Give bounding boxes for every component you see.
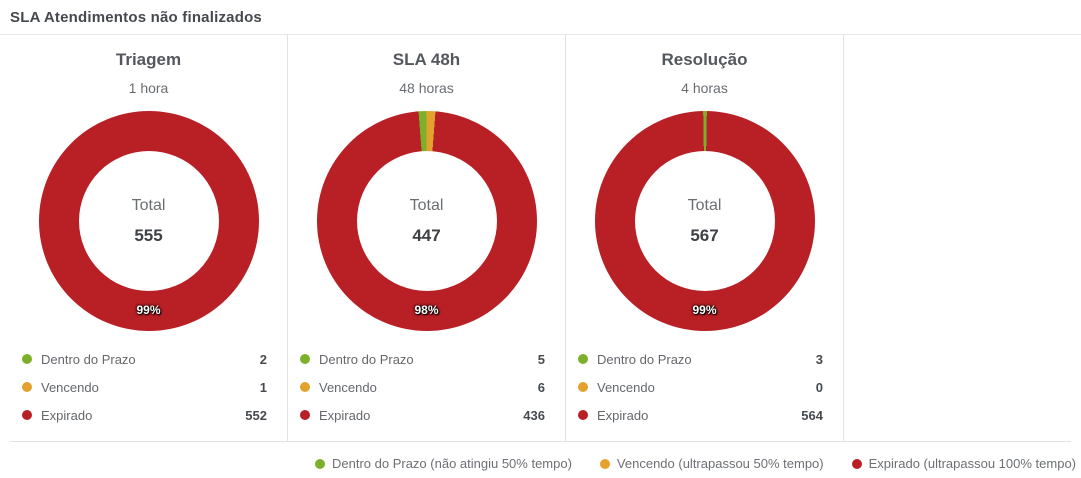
orange-dot-icon <box>599 458 610 469</box>
legend-row-dentro: Dentro do Prazo 3 <box>578 345 823 373</box>
panel-subtitle: 1 hora <box>128 80 169 96</box>
total-value: 447 <box>412 225 441 245</box>
panel-legend: Dentro do Prazo 2 Vencendo 1 Expirado 55… <box>22 345 267 429</box>
panel-title: Resolução <box>661 50 748 69</box>
legend-label: Dentro do Prazo <box>319 351 414 367</box>
legend-row-expirado: Expirado 436 <box>300 401 545 429</box>
panel-sla-48h: SLA 48h 48 horas Total 447 98% Dentro do… <box>288 35 566 441</box>
donut-center: Total 567 <box>634 151 775 291</box>
legend-value: 552 <box>245 407 267 423</box>
orange-dot-icon <box>22 382 32 392</box>
total-value: 567 <box>690 225 719 245</box>
legend-label: Expirado <box>319 407 371 423</box>
legend-label: Expirado <box>597 407 649 423</box>
green-dot-icon <box>578 354 588 364</box>
global-legend: Dentro do Prazo (não atingiu 50% tempo) … <box>0 442 1081 471</box>
sla-panels: Triagem 1 hora Total 555 99% Dentro do P… <box>10 35 1081 441</box>
legend-row-vencendo: Vencendo 1 <box>22 373 267 401</box>
legend-label: Vencendo <box>597 379 655 395</box>
red-dot-icon <box>300 410 310 420</box>
global-legend-item-vencendo: Vencendo (ultrapassou 50% tempo) <box>599 456 824 471</box>
global-legend-label: Expirado (ultrapassou 100% tempo) <box>868 456 1076 471</box>
header-divider <box>0 34 1081 35</box>
donut-center: Total 555 <box>78 151 219 291</box>
panel-legend: Dentro do Prazo 5 Vencendo 6 Expirado 43… <box>300 345 545 429</box>
red-dot-icon <box>578 410 588 420</box>
legend-value: 3 <box>815 351 823 367</box>
green-dot-icon <box>22 354 32 364</box>
global-legend-label: Dentro do Prazo (não atingiu 50% tempo) <box>332 456 572 471</box>
total-label: Total <box>131 196 166 214</box>
legend-label: Expirado <box>41 407 93 423</box>
legend-label: Dentro do Prazo <box>597 351 692 367</box>
legend-value: 0 <box>815 379 823 395</box>
panel-resolucao: Resolução 4 horas Total 567 99% Dentro d… <box>566 35 844 441</box>
page-header: SLA Atendimentos não finalizados <box>0 0 1081 34</box>
panel-subtitle: 4 horas <box>681 80 728 96</box>
legend-value: 5 <box>537 351 545 367</box>
panel-triagem: Triagem 1 hora Total 555 99% Dentro do P… <box>10 35 288 441</box>
legend-value: 6 <box>537 379 545 395</box>
donut-chart-triagem: Total 555 99% <box>38 111 259 331</box>
global-legend-item-dentro: Dentro do Prazo (não atingiu 50% tempo) <box>315 456 572 471</box>
legend-label: Dentro do Prazo <box>41 351 136 367</box>
panel-title: SLA 48h <box>392 50 461 69</box>
legend-value: 2 <box>259 351 267 367</box>
legend-value: 1 <box>259 379 267 395</box>
global-legend-label: Vencendo (ultrapassou 50% tempo) <box>616 456 824 471</box>
expired-percent-label: 98% <box>414 303 439 317</box>
panel-subtitle: 48 horas <box>399 80 454 96</box>
legend-row-vencendo: Vencendo 0 <box>578 373 823 401</box>
legend-label: Vencendo <box>319 379 377 395</box>
panel-legend: Dentro do Prazo 3 Vencendo 0 Expirado 56… <box>578 345 823 429</box>
expired-percent-label: 99% <box>136 303 161 317</box>
legend-row-dentro: Dentro do Prazo 2 <box>22 345 267 373</box>
red-dot-icon <box>22 410 32 420</box>
total-value: 555 <box>134 225 163 245</box>
orange-dot-icon <box>578 382 588 392</box>
legend-row-expirado: Expirado 552 <box>22 401 267 429</box>
orange-dot-icon <box>300 382 310 392</box>
donut-chart-sla-48h: Total 447 98% <box>316 111 537 331</box>
expired-percent-label: 99% <box>692 303 717 317</box>
legend-row-vencendo: Vencendo 6 <box>300 373 545 401</box>
green-dot-icon <box>315 458 325 469</box>
legend-label: Vencendo <box>41 379 99 395</box>
red-dot-icon <box>851 458 862 469</box>
legend-value: 564 <box>801 407 823 423</box>
donut-chart-resolucao: Total 567 99% <box>594 111 815 331</box>
footer-divider <box>10 441 1071 442</box>
green-dot-icon <box>300 354 310 364</box>
global-legend-item-expirado: Expirado (ultrapassou 100% tempo) <box>851 456 1076 471</box>
legend-row-dentro: Dentro do Prazo 5 <box>300 345 545 373</box>
total-label: Total <box>687 196 722 214</box>
panel-title: Triagem <box>115 50 182 69</box>
page-title: SLA Atendimentos não finalizados <box>10 9 262 26</box>
total-label: Total <box>409 196 444 214</box>
legend-value: 436 <box>523 407 545 423</box>
donut-center: Total 447 <box>356 151 497 291</box>
legend-row-expirado: Expirado 564 <box>578 401 823 429</box>
